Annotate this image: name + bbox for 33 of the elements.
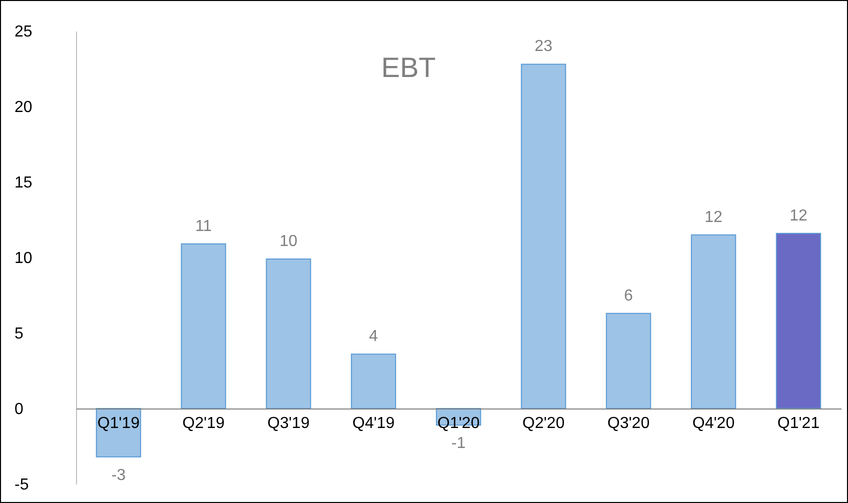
data-label: 12 — [704, 208, 722, 226]
data-label: -1 — [451, 435, 466, 452]
data-label: 4 — [369, 328, 378, 346]
bar — [690, 234, 736, 409]
y-tick-label: 20 — [14, 99, 32, 116]
bar — [520, 64, 566, 409]
y-tick-label: 5 — [14, 326, 24, 342]
x-tick-label: Q3'19 — [267, 415, 310, 432]
data-label: 10 — [280, 233, 298, 250]
x-tick-label: Q4'19 — [352, 415, 395, 432]
data-label: 6 — [624, 287, 634, 304]
y-tick-label: 10 — [14, 250, 32, 267]
y-tick-label: 15 — [14, 174, 32, 192]
bar — [266, 258, 312, 409]
x-tick-label: Q4'20 — [692, 415, 735, 432]
y-tick-label: 0 — [14, 401, 24, 418]
x-tick-label: Q1'20 — [437, 415, 480, 432]
bar — [606, 312, 652, 409]
bar — [350, 354, 396, 409]
data-label: -3 — [111, 466, 126, 484]
x-tick-label: Q1'21 — [777, 415, 820, 432]
x-tick-label: Q2'19 — [182, 415, 225, 432]
x-tick-label: Q2'20 — [522, 415, 565, 432]
bar — [180, 243, 226, 409]
y-tick-label: -5 — [14, 476, 29, 494]
bar — [776, 232, 822, 409]
data-label: 11 — [195, 218, 212, 235]
x-tick-label: Q3'20 — [607, 415, 650, 432]
x-tick-label: Q1'19 — [97, 415, 140, 432]
data-label: 12 — [790, 207, 808, 224]
y-tick-label: 25 — [14, 24, 32, 40]
data-label: 23 — [534, 38, 552, 56]
text: EBT — [381, 52, 436, 83]
